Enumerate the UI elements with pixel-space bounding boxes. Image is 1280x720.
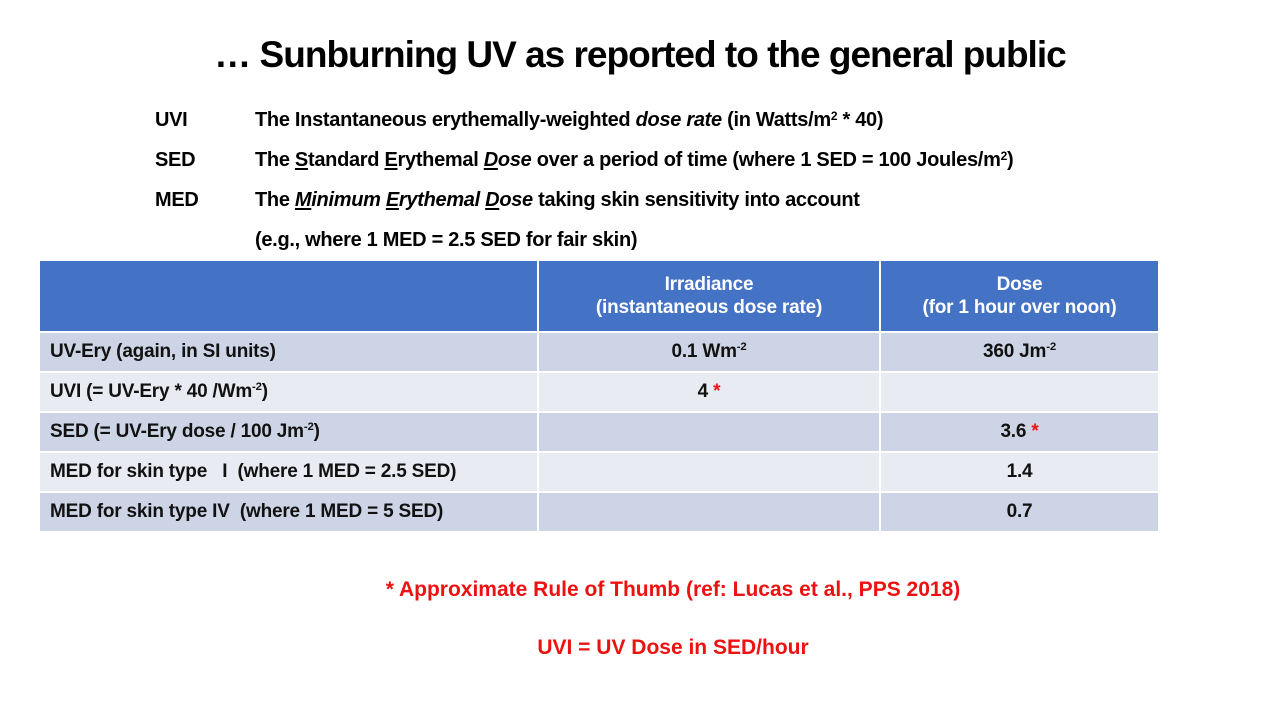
text-segment: SED (= UV-Ery dose / 100 Jm [50,421,304,442]
text-segment: 3.6 [1000,421,1032,442]
text-segment: dose rate [635,108,723,131]
header-line: Irradiance [664,274,754,295]
text-segment: (in Watts/m [721,108,831,131]
dose-value-cell: 0.7 [881,493,1158,531]
irradiance-value-cell [539,453,879,491]
header-cell-blank [40,261,537,331]
header-cell-irradiance: Irradiance (instantaneous dose rate) [539,261,879,331]
definition-text: The Minimum Erythemal Dose taking skin s… [255,189,860,212]
uv-metrics-table: Irradiance (instantaneous dose rate) Dos… [40,261,1158,531]
dose-value-cell: 360 Jm -2 [881,333,1158,371]
text-segment: The [255,188,295,211]
irradiance-value-cell: 0.1 Wm -2 [539,333,879,371]
text-segment: D [485,188,500,211]
text-segment: 2 [1000,149,1008,164]
text-segment: UVI (= UV-Ery * 40 /Wm [50,381,253,402]
footnote-uvi-equals: UVI = UV Dose in SED/hour [537,636,809,659]
text-segment: -2 [736,340,747,353]
text-segment: -2 [252,380,262,393]
irradiance-value-cell: 4 * [539,373,879,411]
text-segment: The Instantaneous erythemally-weighted [255,108,636,131]
header-line: Dose [996,274,1043,295]
dose-value-cell [881,373,1158,411]
text-segment: taking skin sensitivity into account [532,188,860,211]
text-segment: E [384,148,398,171]
definitions-list: UVI The Instantaneous erythemally-weight… [155,100,1014,260]
definition-term: SED [155,148,196,171]
definition-row: MED The Minimum Erythemal Dose taking sk… [155,180,1013,220]
definition-row: (e.g., where 1 MED = 2.5 SED for fair sk… [155,220,1013,260]
definition-row: SED The Standard Erythemal Dose over a p… [155,140,1014,180]
definition-row: UVI The Instantaneous erythemally-weight… [155,100,1013,140]
text-segment: (e.g., where 1 MED = 2.5 SED for fair sk… [255,228,638,251]
irradiance-value-cell [539,493,879,531]
definition-term: MED [155,188,199,211]
text-segment: * [713,381,721,402]
definition-text: The Standard Erythemal Dose over a perio… [255,148,1014,172]
text-segment: ose [497,148,532,171]
header-cell-dose: Dose (for 1 hour over noon) [881,261,1158,331]
row-label-cell: MED for skin type I (where 1 MED = 2.5 S… [40,453,537,491]
row-label-cell: MED for skin type IV (where 1 MED = 5 SE… [40,493,537,531]
text-segment: tandard [307,148,385,171]
text-segment: ) [1006,148,1014,171]
text-segment: rythemal [397,148,484,171]
text-segment: -2 [1046,340,1056,353]
row-label-cell: UVI (= UV-Ery * 40 /Wm -2) [40,373,537,411]
text-segment: S [294,148,308,171]
text-segment: 360 Jm [983,341,1047,362]
text-segment: * [1031,421,1039,442]
text-segment: ) [313,421,320,442]
text-segment: ose [499,188,533,211]
text-segment: D [483,148,498,171]
text-segment: * 40) [837,108,884,131]
definition-term: UVI [155,108,188,131]
text-segment: over a period of time (where 1 SED = 100… [531,148,1001,171]
page-title: … Sunburning UV as reported to the gener… [214,34,1066,75]
definition-text: The Instantaneous erythemally-weighted d… [255,108,884,132]
text-segment: 2 [830,109,838,124]
row-label-cell: SED (= UV-Ery dose / 100 Jm -2) [40,413,537,451]
dose-value-cell: 1.4 [881,453,1158,491]
text-segment: inimum [311,188,386,211]
text-segment: MED for skin type IV (where 1 MED = 5 SE… [50,501,444,522]
irradiance-value-cell [539,413,879,451]
text-segment: 4 [697,381,714,402]
text-segment: MED for skin type I (where 1 MED = 2.5 S… [50,461,457,482]
footnote-rule-of-thumb: * Approximate Rule of Thumb (ref: Lucas … [385,578,961,601]
text-segment: 0.1 Wm [671,341,737,362]
text-segment: rythemal [398,188,486,211]
definition-text: (e.g., where 1 MED = 2.5 SED for fair sk… [255,228,638,252]
text-segment: -2 [303,420,314,433]
dose-value-cell: 3.6 * [881,413,1158,451]
header-line: (instantaneous dose rate) [595,297,823,318]
text-segment: 0.7 [1006,501,1033,522]
text-segment: E [385,188,399,211]
text-segment: The [255,148,295,171]
text-segment: ) [261,381,268,402]
text-segment: UV-Ery (again, in SI units) [50,341,276,362]
header-line: (for 1 hour over noon) [922,297,1117,318]
text-segment: 1.4 [1006,461,1033,482]
text-segment: M [294,188,312,211]
row-label-cell: UV-Ery (again, in SI units) [40,333,537,371]
